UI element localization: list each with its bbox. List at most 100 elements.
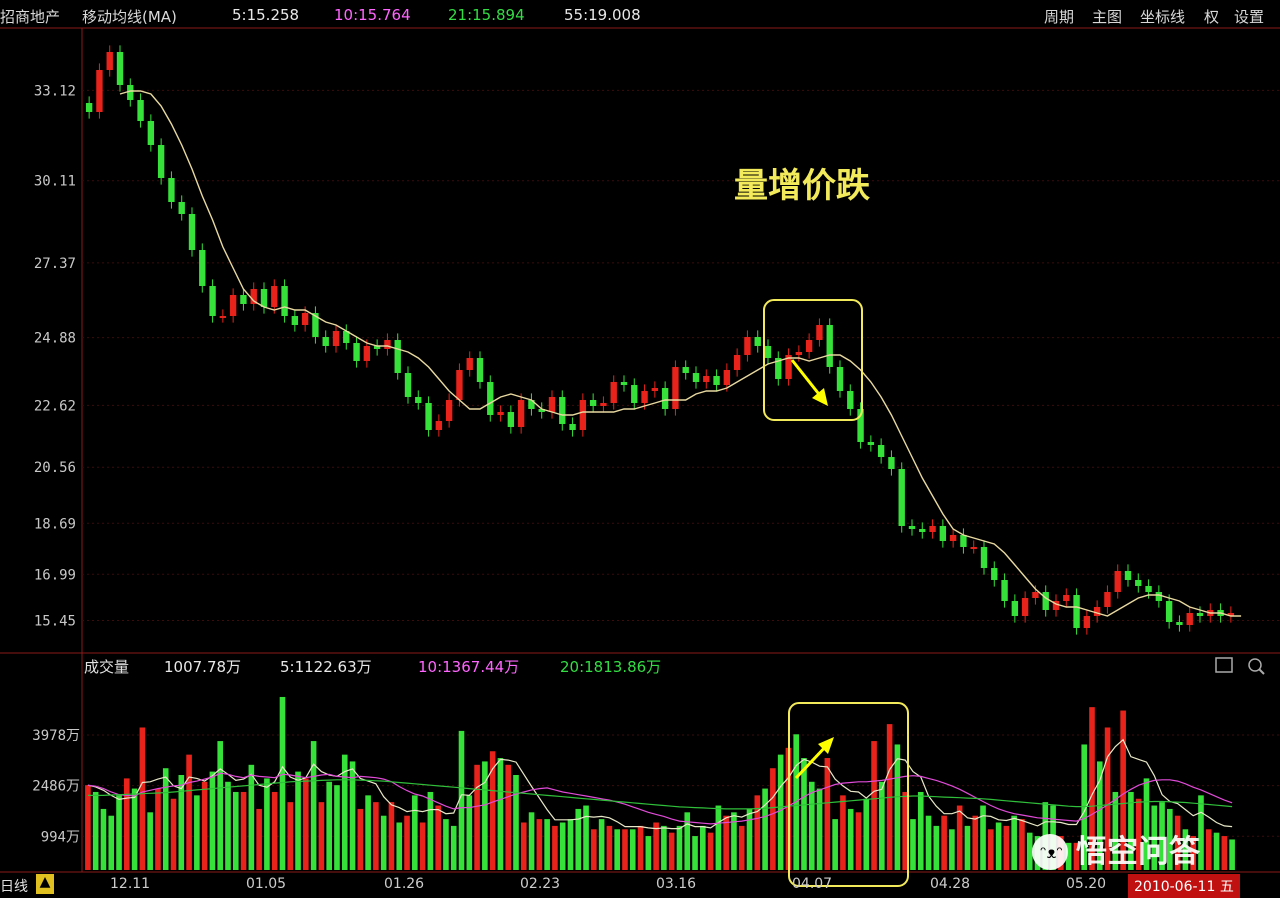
volume-tick-label: 3978万 <box>32 728 80 744</box>
volume-bar <box>303 778 309 870</box>
settings-button[interactable]: 设置 <box>1234 8 1265 26</box>
price-tick-label: 22.62 <box>34 398 76 414</box>
candle-body <box>127 85 134 100</box>
candle-body <box>960 535 967 547</box>
candle-body <box>528 400 535 409</box>
candle-body <box>1021 598 1029 616</box>
volume-bar <box>1174 815 1181 870</box>
period-button[interactable]: 周期 <box>1044 8 1075 26</box>
date-axis: 日线 ▲ 12.11 01.05 01.26 02.23 03.16 04.07… <box>0 874 1280 898</box>
candle-body <box>589 400 597 406</box>
volume-bar <box>910 819 916 870</box>
down-arrow <box>790 359 824 399</box>
volume-bar <box>318 802 325 870</box>
volume-bar <box>536 819 543 870</box>
volume-ma5-value: 5:1122.63万 <box>280 658 372 676</box>
volume-ma20-line <box>87 779 1233 810</box>
candle-body <box>1196 613 1204 616</box>
period-toggle-icon[interactable]: ▲ <box>36 874 54 894</box>
candle-body <box>1011 601 1019 616</box>
candle-body <box>157 145 165 178</box>
candle-body <box>1032 592 1039 598</box>
candle-body <box>569 424 576 430</box>
candle-body <box>836 367 844 391</box>
volume-bar <box>661 825 667 870</box>
price-tick-label: 24.88 <box>34 331 76 347</box>
candle-body <box>209 286 216 316</box>
volume-bar <box>1135 798 1142 870</box>
candle-body <box>775 358 782 379</box>
candle-body <box>301 313 309 325</box>
volume-bar <box>264 778 270 870</box>
candle-body <box>857 409 864 442</box>
volume-bar <box>380 815 387 870</box>
indicator-name: 移动均线(MA) <box>82 8 177 26</box>
candle-body <box>260 289 268 307</box>
volume-bar <box>373 802 379 870</box>
volume-bar <box>240 791 247 870</box>
volume-bar <box>972 815 979 870</box>
candle-body <box>487 382 494 415</box>
volume-bar <box>879 781 885 870</box>
volume-bar <box>178 775 185 870</box>
ma5-value: 5:15.258 <box>232 6 300 24</box>
volume-bar <box>988 829 994 870</box>
volume-bar <box>1213 832 1220 870</box>
volume-bar <box>326 781 332 870</box>
volume-ma20-value: 20:1813.86万 <box>560 658 662 676</box>
volume-bar <box>404 815 410 870</box>
current-date: 2010-06-11 <box>1134 879 1216 895</box>
volume-bar <box>1229 839 1235 870</box>
stock-name: 招商地产 <box>0 8 61 26</box>
candle-body <box>795 352 803 355</box>
volume-bar <box>808 781 815 870</box>
candle-body <box>1135 580 1142 586</box>
candle-body <box>1042 592 1049 610</box>
coordinate-button[interactable]: 坐标线 <box>1140 8 1186 26</box>
candle-body <box>425 403 432 430</box>
volume-bar <box>412 795 418 870</box>
candle-body <box>415 397 422 403</box>
volume-bar <box>349 761 356 870</box>
volume-current: 1007.78万 <box>164 658 242 676</box>
zoom-icon[interactable] <box>1248 658 1262 672</box>
ma21-value: 21:15.894 <box>448 6 525 24</box>
main-chart-button[interactable]: 主图 <box>1092 8 1123 26</box>
candle-body <box>733 355 741 370</box>
volume-bar <box>271 791 278 870</box>
volume-bar <box>559 822 566 870</box>
price-tick-label: 16.99 <box>34 567 76 583</box>
volume-bar <box>925 815 932 870</box>
candle-body <box>980 547 988 568</box>
volume-bar <box>474 764 480 870</box>
volume-bar <box>1128 791 1134 870</box>
volume-bar <box>840 795 846 870</box>
volume-bar <box>505 764 512 870</box>
candle-body <box>85 103 93 112</box>
volume-bar <box>85 785 91 870</box>
volume-bar <box>1011 815 1017 870</box>
price-tick-label: 15.45 <box>34 614 76 630</box>
date-tick-4: 02.23 <box>520 876 561 892</box>
candle-body <box>1186 613 1193 625</box>
candle-body <box>199 250 206 286</box>
volume-bar <box>232 791 239 870</box>
volume-bar <box>629 829 636 870</box>
date-tick-8: 05.20 <box>1066 876 1107 892</box>
volume-bar <box>552 825 558 870</box>
volume-bar <box>513 775 519 870</box>
volume-bar <box>256 808 262 870</box>
volume-bar <box>1167 808 1173 870</box>
up-arrowhead-icon <box>818 737 834 754</box>
volume-bar <box>482 761 488 870</box>
volume-bar <box>871 741 877 870</box>
rights-button[interactable]: 权 <box>1204 8 1220 26</box>
candle-body <box>970 547 977 549</box>
current-date-badge: 2010-06-11 五 <box>1128 874 1240 898</box>
candle-body <box>394 340 401 373</box>
volume-settings-icon[interactable] <box>1215 657 1233 673</box>
volume-bar <box>466 795 473 870</box>
candle-body <box>1227 613 1235 616</box>
candle-body <box>1124 571 1132 580</box>
volume-bar <box>1019 819 1025 870</box>
